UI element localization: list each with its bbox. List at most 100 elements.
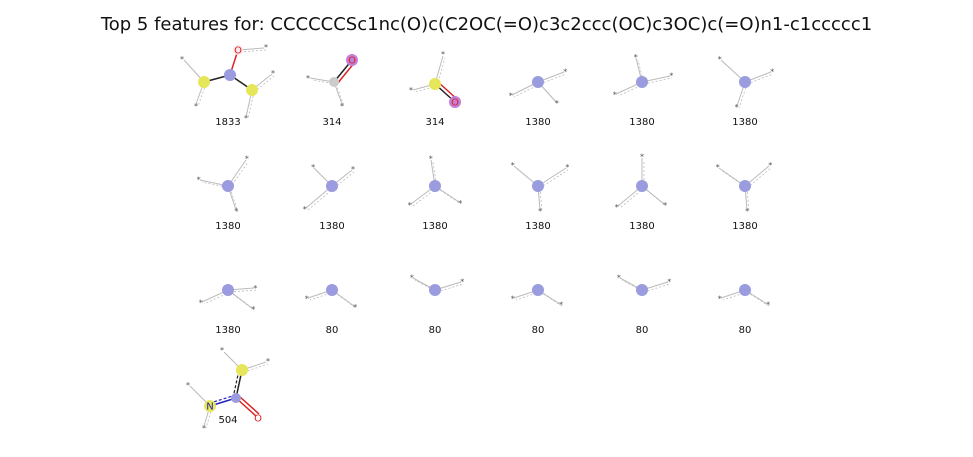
nitrogen-atom: [636, 76, 648, 88]
attachment-bond-dashed: [333, 291, 357, 309]
attachment-bond-dashed: [247, 91, 255, 120]
dummy-atom-marker: *: [766, 301, 770, 310]
feature-label: 80: [738, 325, 752, 336]
nitrogen-atom: [739, 284, 751, 296]
nitrogen-atom: [636, 284, 648, 296]
dummy-atom-marker: *: [718, 55, 722, 64]
dummy-atom-marker: *: [306, 74, 310, 83]
nitrogen-atom: [739, 180, 751, 192]
nitrogen-atom: [326, 284, 338, 296]
nitrogen-atom: [429, 180, 441, 192]
dummy-atom-marker: *: [458, 199, 462, 208]
dummy-atom-marker: *: [563, 68, 567, 77]
feature-cell: * * O 314: [280, 42, 384, 142]
feature-label: 1380: [732, 221, 758, 232]
attachment-bond-dashed: [643, 77, 673, 85]
dummy-atom-marker: *: [613, 91, 617, 100]
dummy-atom-marker: *: [197, 176, 201, 185]
feature-label: 1380: [525, 221, 551, 232]
dummy-atom-marker: *: [429, 155, 433, 164]
dummy-atom-marker: *: [667, 278, 671, 287]
feature-label: 80: [531, 325, 545, 336]
feature-label: 504: [218, 415, 238, 426]
fragment-drawing: * * *: [509, 68, 568, 109]
dummy-atom-marker: *: [408, 201, 412, 210]
fragment-drawing: * * *: [613, 53, 674, 100]
fragment-drawing: * * * * * O: [180, 43, 275, 123]
dummy-atom-marker: *: [311, 163, 315, 172]
dummy-atom-marker: *: [718, 294, 722, 303]
fragment-drawing: * * O: [409, 50, 461, 109]
nitrogen-atom: [222, 180, 234, 192]
feature-label: 1380: [215, 221, 241, 232]
attachment-bond-dashed: [436, 283, 464, 293]
nitrogen-atom: [636, 180, 648, 192]
dummy-atom-marker: *: [410, 273, 414, 282]
dummy-atom-marker: *: [555, 99, 559, 108]
feature-cell: * * * 1380: [590, 146, 694, 246]
dummy-atom-marker: *: [745, 207, 749, 216]
attachment-bond-dashed: [738, 83, 748, 109]
fragment-drawing: **: [410, 273, 464, 296]
feature-cell: * * O 314: [383, 42, 487, 142]
feature-cell: * * * 1380: [176, 250, 280, 350]
dummy-atom-marker: *: [220, 346, 224, 355]
sulfur-atom: [236, 364, 248, 376]
attachment-bond-dashed: [643, 283, 671, 293]
dummy-atom-marker: *: [509, 92, 513, 101]
nitrogen-atom: [429, 284, 441, 296]
feature-cell: * * * 1380: [486, 42, 590, 142]
dummy-atom-marker: *: [234, 207, 238, 216]
fragment-drawing: * * *: [716, 161, 773, 216]
feature-label: 1380: [629, 221, 655, 232]
attachment-bond-dashed: [239, 49, 267, 53]
fragment-drawing: * * *: [718, 55, 775, 112]
attachment-bond-dashed: [643, 187, 667, 207]
attachment-bond-dashed: [746, 167, 772, 189]
dummy-atom-marker: *: [194, 102, 198, 111]
dummy-atom-marker: *: [353, 303, 357, 312]
feature-cell: * * 80: [590, 250, 694, 350]
dummy-atom-marker: *: [770, 68, 774, 77]
dummy-atom-marker: *: [180, 55, 184, 64]
attachment-bond-dashed: [229, 291, 255, 311]
dummy-atom-marker: *: [669, 72, 673, 81]
oxygen-label: O: [254, 414, 262, 425]
nitrogen-atom: [532, 180, 544, 192]
sulfur-atom: [246, 84, 258, 96]
dummy-atom-marker: *: [244, 114, 248, 123]
dummy-atom-marker: *: [768, 161, 772, 170]
feature-label: 314: [322, 117, 342, 128]
feature-label: 1833: [215, 117, 241, 128]
fragment-drawing: * * *: [408, 155, 462, 210]
aromatic-bond: [209, 394, 237, 404]
feature-label: 1380: [215, 325, 241, 336]
dummy-atom-marker: *: [251, 305, 255, 314]
feature-label: 80: [325, 325, 339, 336]
dummy-atom-marker: *: [735, 103, 739, 112]
oxygen-bond: [238, 395, 260, 415]
feature-cell: * * * 1380: [590, 42, 694, 142]
nitrogen-atom: [326, 180, 338, 192]
nitrogen-label: N: [206, 402, 213, 413]
carbon-atom: [231, 393, 241, 403]
feature-label: 1380: [319, 221, 345, 232]
dummy-atom-marker: *: [202, 424, 206, 433]
attachment-bond-dashed: [229, 289, 257, 293]
nitrogen-atom: [532, 284, 544, 296]
dummy-atom-marker: *: [511, 294, 515, 303]
feature-cell: * * * 1380: [280, 146, 384, 246]
fragment-drawing: * * O: [306, 54, 358, 111]
feature-cell: * * * 1380: [693, 146, 797, 246]
attachment-bond-dashed: [539, 187, 543, 213]
dummy-atom-marker: *: [559, 301, 563, 310]
figure-title: Top 5 features for: CCCCCCSc1nc(O)c(C2OC…: [100, 14, 873, 35]
fragment-drawing: **: [617, 273, 671, 296]
feature-cell: * * 80: [693, 250, 797, 350]
dummy-atom-marker: *: [271, 69, 275, 78]
attachment-bond-dashed: [539, 169, 569, 189]
dummy-atom-marker: *: [617, 273, 621, 282]
dummy-atom-marker: *: [716, 163, 720, 172]
dummy-atom-marker: *: [186, 381, 190, 390]
oxygen-atom: [346, 54, 358, 66]
